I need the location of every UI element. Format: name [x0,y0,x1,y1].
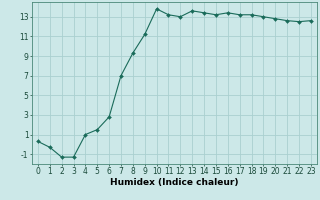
X-axis label: Humidex (Indice chaleur): Humidex (Indice chaleur) [110,178,239,187]
